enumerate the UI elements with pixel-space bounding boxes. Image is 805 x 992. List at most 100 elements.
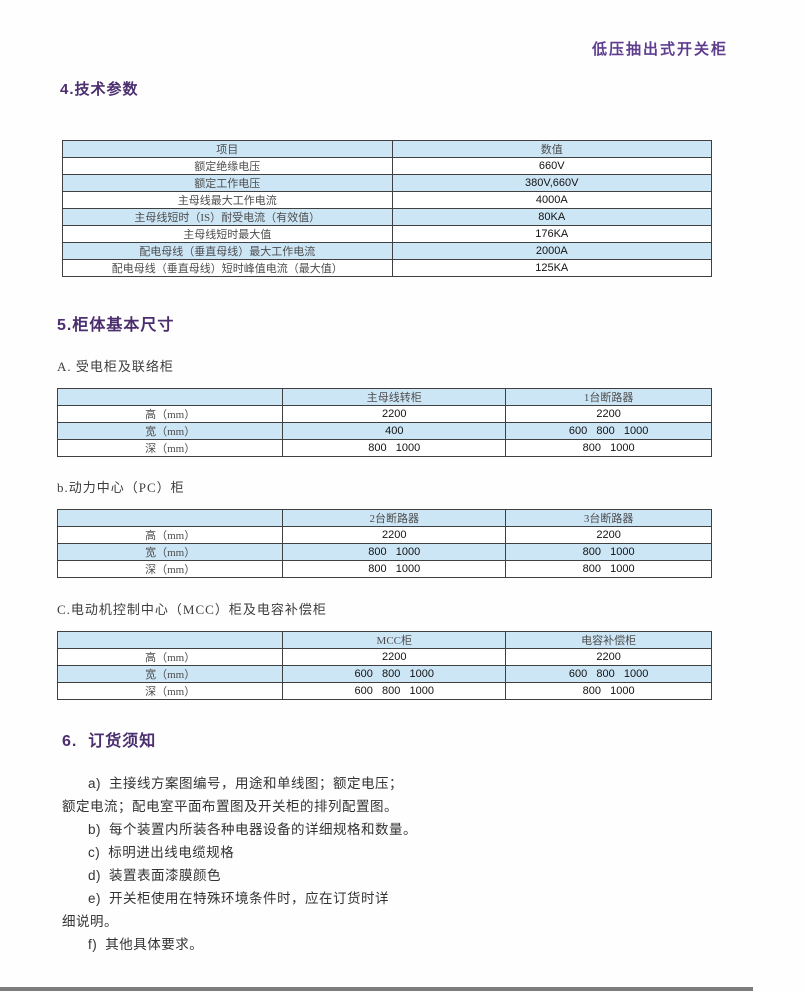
table-row: 宽（mm） 400 600 800 1000 — [56, 422, 712, 440]
dimension-table-a: 主母线转柜 1台断路器 高（mm） 2200 2200 宽（mm） 400 60… — [56, 388, 712, 457]
param-label: 配电母线（垂直母线）短时峰值电流（最大值） — [62, 259, 393, 277]
param-value: 125KA — [391, 259, 712, 277]
section-6-title: 6. 订货须知 — [62, 733, 157, 750]
item-text-continuation: 额定电流；配电室平面布置图及开关柜的排列配置图。 — [62, 799, 398, 814]
list-item: d) 装置表面漆膜颜色 — [62, 864, 462, 887]
param-label: 主母线短时（IS）耐受电流（有效值） — [62, 208, 393, 226]
table-row: 高（mm） 2200 2200 — [56, 405, 712, 423]
table-row: 深（mm） 800 1000 800 1000 — [56, 439, 712, 457]
param-value: 2000A — [391, 242, 712, 260]
column-header-item: 项目 — [62, 140, 393, 158]
param-value: 80KA — [391, 208, 712, 226]
list-item: e) 开关柜使用在特殊环境条件时，应在订货时详 细说明。 — [62, 887, 462, 933]
dim-value: 2200 — [505, 648, 712, 666]
item-text: 标明进出线电缆规格 — [108, 845, 235, 860]
document-title: 低压抽出式开关柜 — [591, 41, 728, 58]
dim-value: 400 — [282, 422, 507, 440]
column-header-cabinet-type: 主母线转柜 — [282, 388, 507, 406]
dim-value: 800 1000 — [282, 560, 507, 578]
table-row: 高（mm） 2200 2200 — [56, 526, 712, 544]
column-header-cabinet-type: 2台断路器 — [282, 509, 507, 527]
param-value: 380V,660V — [391, 174, 712, 192]
list-item: f) 其他具体要求。 — [62, 933, 462, 956]
table-row: 额定工作电压 380V,660V — [62, 174, 712, 192]
dim-value: 800 1000 — [282, 543, 507, 561]
param-value: 660V — [391, 157, 712, 175]
param-label: 配电母线（垂直母线）最大工作电流 — [62, 242, 393, 260]
item-text-continuation: 细说明。 — [62, 914, 118, 929]
item-text: 主接线方案图编号，用途和单线图；额定电压； — [109, 776, 404, 791]
dim-value: 2200 — [282, 405, 507, 423]
dim-label: 宽（mm） — [56, 543, 284, 561]
dim-label: 深（mm） — [56, 439, 284, 457]
item-text: 每个装置内所装各种电器设备的详细规格和数量。 — [109, 822, 418, 837]
dim-value: 800 1000 — [505, 439, 712, 457]
table-header-row: 项目 数值 — [62, 140, 712, 158]
section-4-title: 4.技术参数 — [60, 81, 139, 98]
item-text: 开关柜使用在特殊环境条件时，应在订货时详 — [109, 891, 390, 906]
dim-value: 600 800 1000 — [505, 665, 712, 683]
list-item: a) 主接线方案图编号，用途和单线图；额定电压； 额定电流；配电室平面布置图及开关… — [62, 772, 462, 818]
table-row: 配电母线（垂直母线）短时峰值电流（最大值） 125KA — [62, 259, 712, 277]
item-letter: a) — [88, 776, 102, 791]
dim-label: 深（mm） — [56, 560, 284, 578]
dim-value: 2200 — [505, 526, 712, 544]
dim-value: 800 1000 — [505, 682, 712, 700]
param-label: 主母线短时最大值 — [62, 225, 393, 243]
dimension-table-c: MCC柜 电容补偿柜 高（mm） 2200 2200 宽（mm） 600 800… — [56, 631, 712, 700]
dim-value: 800 1000 — [282, 439, 507, 457]
column-header-cabinet-type: 电容补偿柜 — [505, 631, 712, 649]
param-label: 主母线最大工作电流 — [62, 191, 393, 209]
subsection-a-caption: A. 受电柜及联络柜 — [57, 359, 174, 374]
table-header-row: 主母线转柜 1台断路器 — [56, 388, 712, 406]
table-header-row: 2台断路器 3台断路器 — [56, 509, 712, 527]
column-header-empty — [56, 631, 284, 649]
dim-label: 高（mm） — [56, 526, 284, 544]
param-value: 4000A — [391, 191, 712, 209]
table-row: 配电母线（垂直母线）最大工作电流 2000A — [62, 242, 712, 260]
dim-value: 600 800 1000 — [505, 422, 712, 440]
dim-label: 宽（mm） — [56, 422, 284, 440]
list-item: c) 标明进出线电缆规格 — [62, 841, 462, 864]
item-text: 其他具体要求。 — [105, 937, 204, 952]
subsection-b-caption: b.动力中心（PC）柜 — [57, 480, 185, 495]
column-header-cabinet-type: 1台断路器 — [505, 388, 712, 406]
dim-value: 800 1000 — [505, 560, 712, 578]
dim-label: 宽（mm） — [56, 665, 284, 683]
ordering-notes-list: a) 主接线方案图编号，用途和单线图；额定电压； 额定电流；配电室平面布置图及开关… — [62, 772, 462, 956]
dim-value: 600 800 1000 — [282, 665, 507, 683]
table-header-row: MCC柜 电容补偿柜 — [56, 631, 712, 649]
item-letter: d) — [88, 868, 102, 883]
item-letter: b) — [88, 822, 102, 837]
column-header-cabinet-type: 3台断路器 — [505, 509, 712, 527]
table-row: 高（mm） 2200 2200 — [56, 648, 712, 666]
table-row: 主母线短时最大值 176KA — [62, 225, 712, 243]
dim-value: 2200 — [282, 526, 507, 544]
table-row: 主母线最大工作电流 4000A — [62, 191, 712, 209]
table-row: 额定绝缘电压 660V — [62, 157, 712, 175]
dimension-table-b: 2台断路器 3台断路器 高（mm） 2200 2200 宽（mm） 800 10… — [56, 509, 712, 578]
dim-label: 高（mm） — [56, 405, 284, 423]
param-value: 176KA — [391, 225, 712, 243]
technical-parameters-table: 项目 数值 额定绝缘电压 660V 额定工作电压 380V,660V 主母线最大… — [62, 140, 712, 277]
table-row: 主母线短时（IS）耐受电流（有效值） 80KA — [62, 208, 712, 226]
dim-value: 2200 — [505, 405, 712, 423]
table-row: 深（mm） 600 800 1000 800 1000 — [56, 682, 712, 700]
dim-value: 800 1000 — [505, 543, 712, 561]
column-header-empty — [56, 509, 284, 527]
list-item: b) 每个装置内所装各种电器设备的详细规格和数量。 — [62, 818, 462, 841]
column-header-cabinet-type: MCC柜 — [282, 631, 507, 649]
item-letter: e) — [88, 891, 102, 906]
dim-value: 600 800 1000 — [282, 682, 507, 700]
column-header-empty — [56, 388, 284, 406]
item-text: 装置表面漆膜颜色 — [109, 868, 222, 883]
dim-value: 2200 — [282, 648, 507, 666]
subsection-c-caption: C.电动机控制中心（MCC）柜及电容补偿柜 — [57, 602, 327, 617]
table-row: 宽（mm） 800 1000 800 1000 — [56, 543, 712, 561]
table-row: 深（mm） 800 1000 800 1000 — [56, 560, 712, 578]
page-footer-rule — [0, 987, 753, 991]
param-label: 额定工作电压 — [62, 174, 393, 192]
dim-label: 深（mm） — [56, 682, 284, 700]
param-label: 额定绝缘电压 — [62, 157, 393, 175]
